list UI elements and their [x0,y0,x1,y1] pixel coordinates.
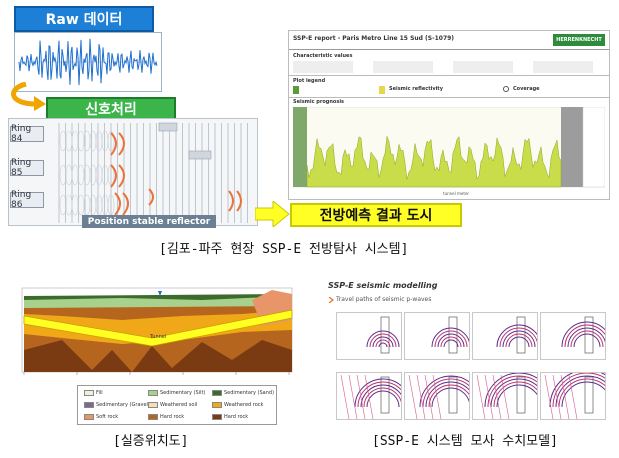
forecast-result-label: 전방예측 결과 도시 [290,203,462,227]
ssp-e-report: SSP-E report - Paris Metro Line 15 Sud (… [288,30,610,200]
location-marker-icon [158,291,162,296]
seismic-traces-svg [58,122,248,223]
report-logo: HERRENKNECHT [553,34,605,46]
legend-swatch [148,414,158,420]
seismic-section-panel [8,118,258,226]
tunnel-label: Tunnel [149,334,166,340]
legend-swatch [212,402,222,408]
right-arrow-icon [255,201,290,227]
model-frame [336,372,402,420]
legend-swatch [148,390,158,396]
legend-item: Sedimentary (Sand) [212,390,274,396]
coverage-label: Coverage [513,86,540,92]
tunnel-meter-label: tunnel meter [443,191,469,196]
position-stable-reflector-label: Position stable reflector [82,215,216,228]
legend-item: Sedimentary (Silt) [148,390,205,396]
model-title: SSP-E seismic modelling [328,281,438,290]
model-frame [540,312,606,360]
legend-item: Hard rock [212,414,248,420]
legend-item: Weathered soil [148,402,197,408]
ring-label: Ring 84 [10,124,44,144]
ring-label: Ring 85 [10,158,44,178]
legend-swatch [212,390,222,396]
model-subtitle: Travel paths of seismic p-waves [336,296,432,303]
legend-item: Fill [84,390,103,396]
legend-swatch [84,402,94,408]
model-frame [472,372,538,420]
legend-swatch [84,414,94,420]
legend-swatch [212,414,222,420]
legend-item: Hard rock [148,414,184,420]
model-frame [540,372,606,420]
prognosis-chart: tunnel meter [293,107,605,196]
legend-item: Weathered rock [212,402,263,408]
legend-swatch [148,402,158,408]
model-frame [404,372,470,420]
chevron-right-icon [328,297,334,303]
caption-top: [김포-파주 현장 SSP-E 전방탐사 시스템] [159,242,409,257]
waveform-svg [18,38,158,86]
plot-legend-heading: Plot legend [293,78,326,84]
model-frame [404,312,470,360]
model-frame [336,312,402,360]
seismic-reflectivity-label: Seismic reflectivity [389,86,443,92]
caption-bottom-left: [실증위치도] [113,434,189,449]
report-title: SSP-E report - Paris Metro Line 15 Sud (… [293,35,455,42]
raw-waveform-plot [14,32,162,92]
raw-data-label: Raw 데이터 [14,6,154,32]
ring-label: Ring 86 [10,190,44,210]
geology-cross-section: Tunnel [21,287,293,375]
legend-item: Soft rock [84,414,118,420]
geology-legend: Fill Sedimentary (Silt) Sedimentary (San… [77,385,277,425]
seismic-prognosis-heading: Seismic prognosis [293,99,345,105]
legend-item: Sedimentary (Gravel) [84,402,150,408]
caption-bottom-right: [SSP-E 시스템 모사 수치모델] [372,434,558,449]
model-frame [472,312,538,360]
curved-arrow-icon [11,82,46,111]
characteristic-values-heading: Characteristic values [293,53,353,59]
legend-swatch [84,390,94,396]
